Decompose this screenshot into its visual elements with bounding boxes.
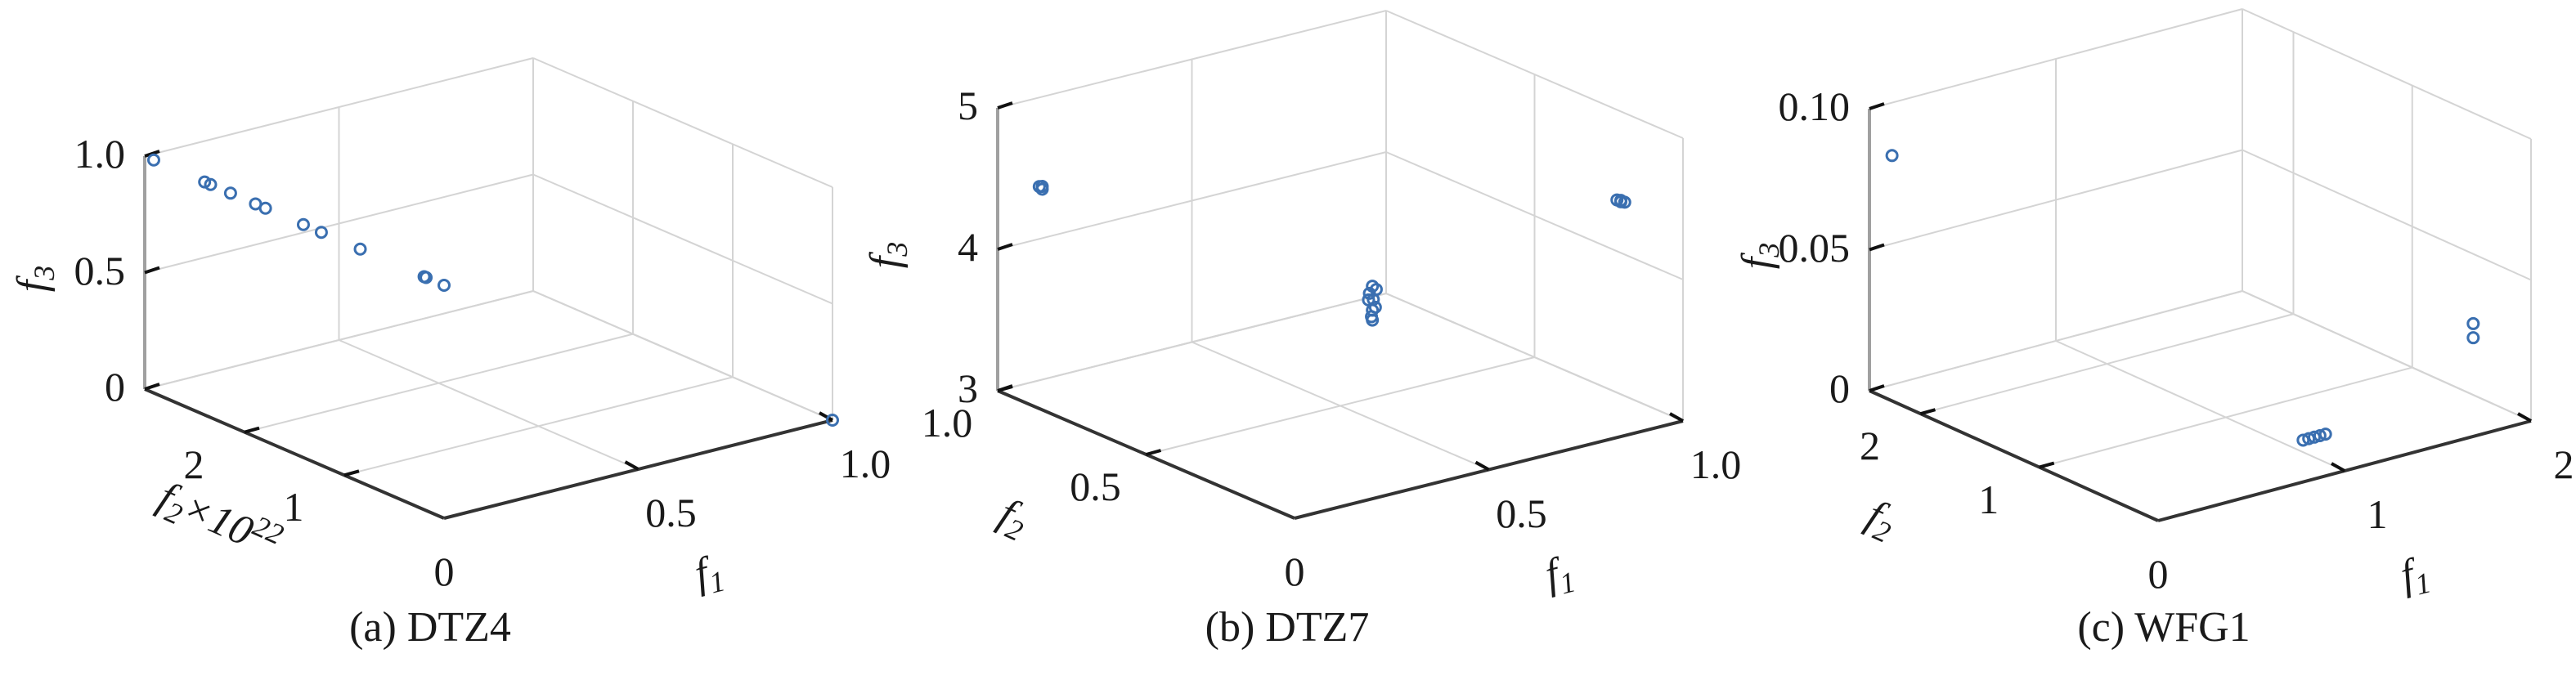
f2-tick <box>1145 449 1162 456</box>
grid-line <box>532 57 833 188</box>
data-point-marker <box>296 217 310 231</box>
grid-line <box>339 339 639 470</box>
data-point-marker <box>826 414 839 427</box>
f2-tick <box>244 426 260 434</box>
subplot-dtz7: (b) DTZ7 3 4 5 0.5 1.0 0 0.5 1.0 f3 f2 f1 <box>859 0 1741 676</box>
grid-line <box>1385 293 1684 422</box>
f1-tick-label: 1.0 <box>839 441 891 486</box>
z-tick <box>997 101 1013 110</box>
data-point-marker <box>1618 195 1631 209</box>
grid-line <box>532 173 833 305</box>
grid-line <box>1869 290 2243 392</box>
f3-tick-label: 3 <box>958 365 978 411</box>
caption-dtz7: (b) DTZ7 <box>1205 604 1370 651</box>
f3-tick-label: 0.05 <box>1778 224 1851 271</box>
grid-line <box>2039 366 2412 468</box>
f2-axis-line <box>144 387 445 520</box>
origin-tick-label: 0 <box>1284 548 1305 594</box>
f1-tick <box>1474 460 1490 472</box>
data-point-marker <box>420 271 433 284</box>
f3-tick-label: 0 <box>1829 365 1850 411</box>
subplot-wfg1: (c) WFG1 0 0.05 0.10 1 2 0 1 2 f3 f2 f1 <box>1717 0 2576 676</box>
f3-tick-label: 1.0 <box>74 131 126 177</box>
data-point-marker <box>258 201 272 215</box>
origin-tick-label: 0 <box>2147 551 2169 597</box>
plot-area-dtz7 <box>996 10 1684 520</box>
z-tick <box>144 266 160 275</box>
data-point-marker <box>2308 430 2322 444</box>
grid-line <box>244 333 634 433</box>
data-point-marker <box>1366 313 1380 327</box>
data-point-marker <box>146 153 160 167</box>
grid-line <box>2242 149 2532 281</box>
f2-tick-label: 1 <box>283 484 304 531</box>
f2-tick-label: 2 <box>183 441 204 487</box>
f1-tick <box>2331 462 2345 472</box>
grid-line <box>343 376 734 477</box>
f3-tick-label: 5 <box>958 83 978 128</box>
f2-tick <box>997 385 1013 392</box>
f2-axis-line <box>1869 389 2159 522</box>
f3-axis-label: f3 <box>862 241 914 269</box>
f2-tick <box>1919 408 1936 416</box>
f3-axis-label: f3 <box>9 265 61 292</box>
data-point-marker <box>2296 433 2310 447</box>
f2-tick <box>343 469 360 477</box>
data-point-marker <box>204 177 218 191</box>
f1-tick <box>2517 412 2532 423</box>
f2-tick <box>2039 461 2055 469</box>
f3-tick-label: 0.10 <box>1778 83 1851 129</box>
grid-line <box>2242 8 2532 140</box>
grid-line <box>2242 290 2532 422</box>
f2-tick-label: 1 <box>1978 476 1999 522</box>
data-point-marker <box>1032 180 1046 194</box>
plot-area-wfg1 <box>1868 8 2532 522</box>
f1-tick <box>624 460 640 471</box>
data-point-marker <box>198 175 212 189</box>
caption-dtz4: (a) DTZ4 <box>349 604 511 651</box>
f3-tick-label: 4 <box>958 224 978 270</box>
data-point-marker <box>2466 331 2480 345</box>
f1-tick <box>819 411 833 422</box>
grid-line <box>997 293 1387 392</box>
f3-tick-label: 0 <box>105 364 125 410</box>
data-point-marker <box>2302 432 2316 445</box>
grid-line <box>1920 313 2294 415</box>
subplot-dtz4: (a) DTZ4 0 0.5 1.0 1 2 0 0.5 1.0 f3 f2×1022 f1 <box>0 0 891 676</box>
data-point-marker <box>223 186 237 200</box>
data-point-marker <box>2466 316 2480 330</box>
data-point-marker <box>353 242 367 256</box>
grid-line <box>144 290 534 390</box>
z-tick <box>1869 102 1885 110</box>
caption-wfg1: (c) WFG1 <box>2077 604 2251 651</box>
f3-tick-label: 0.5 <box>74 247 126 293</box>
data-point-marker <box>314 226 328 240</box>
plot-area-dtz4 <box>143 57 839 520</box>
f2-tick-label: 1.0 <box>921 400 973 445</box>
f1-tick-label: 0.5 <box>1496 490 1547 536</box>
grid-line <box>1146 356 1535 455</box>
z-tick <box>144 383 160 391</box>
z-tick <box>1869 384 1885 392</box>
f1-tick-label: 2 <box>2553 441 2574 487</box>
f1-tick-label: 0.5 <box>645 490 697 535</box>
f3-axis-label: f3 <box>1734 242 1786 269</box>
data-point-marker <box>438 279 451 292</box>
f2-tick-label: 0.5 <box>1070 463 1121 509</box>
data-point-marker <box>1885 149 1899 163</box>
f1-tick-label: 1.0 <box>1690 441 1742 487</box>
f2-tick-label: 2 <box>1859 423 1880 469</box>
origin-tick-label: 0 <box>433 548 455 594</box>
f1-tick-label: 1 <box>2367 491 2388 537</box>
z-tick <box>997 243 1013 251</box>
f1-tick <box>1669 412 1684 423</box>
data-point-marker <box>2313 428 2327 442</box>
grid-line <box>2055 340 2345 472</box>
data-point-marker <box>2318 428 2332 441</box>
grid-line <box>532 290 833 421</box>
z-tick <box>1869 243 1885 252</box>
